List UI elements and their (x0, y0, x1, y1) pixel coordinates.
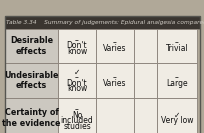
Text: Table 3.34    Summary of judgements: Epidural analgesia compared with placebo or: Table 3.34 Summary of judgements: Epidur… (6, 20, 204, 25)
Bar (5, 29, 58, 63)
Bar (5, 16, 200, 29)
Text: know: know (67, 84, 87, 93)
Text: –: – (75, 73, 79, 82)
Text: Don't: Don't (67, 41, 87, 50)
Bar (96, 63, 134, 98)
Text: ✓: ✓ (74, 68, 80, 77)
Bar (134, 29, 157, 63)
Text: know: know (67, 47, 87, 56)
Text: Undesirable
effects: Undesirable effects (4, 71, 59, 90)
Bar (5, 98, 58, 133)
Text: –: – (113, 39, 117, 48)
Text: –: – (75, 105, 79, 114)
Bar (58, 98, 96, 133)
Bar (157, 63, 197, 98)
Text: Desirable
effects: Desirable effects (10, 36, 53, 56)
Bar (134, 98, 157, 133)
Text: ✓: ✓ (174, 111, 180, 120)
Text: –: – (175, 39, 179, 48)
Bar (157, 29, 197, 63)
Text: studies: studies (63, 122, 91, 131)
Text: –: – (175, 73, 179, 82)
Text: Varies: Varies (103, 79, 126, 88)
Bar (58, 29, 96, 63)
Bar (96, 29, 134, 63)
Text: Don't: Don't (67, 79, 87, 88)
Text: Certainty of
the evidence: Certainty of the evidence (2, 108, 61, 128)
Bar (5, 63, 58, 98)
Text: included: included (61, 116, 93, 125)
Text: Varies: Varies (103, 44, 126, 53)
Text: No: No (72, 111, 82, 120)
Bar (157, 98, 197, 133)
Text: Very low: Very low (161, 116, 193, 125)
Bar (134, 63, 157, 98)
Bar (96, 98, 134, 133)
Bar (58, 63, 96, 98)
Text: –: – (75, 36, 79, 45)
Text: Trivial: Trivial (166, 44, 188, 53)
Text: Large: Large (166, 79, 188, 88)
Text: –: – (113, 73, 117, 82)
